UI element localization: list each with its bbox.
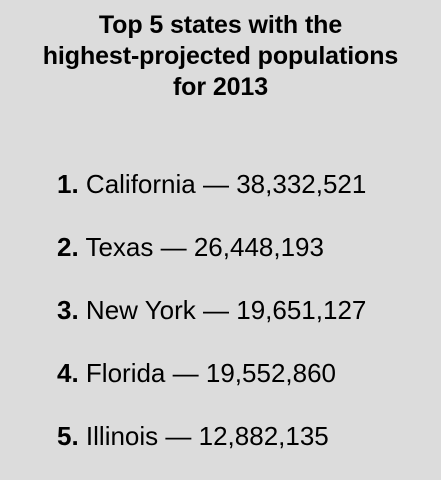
rank-number: 5. [57, 421, 79, 451]
rank-number: 4. [57, 358, 79, 388]
state-name: New York [85, 295, 196, 325]
title-line-3: for 2013 [172, 73, 269, 101]
separator-dash: — [165, 421, 192, 451]
population-value: 38,332,521 [236, 169, 367, 199]
title-line-1: Top 5 states with the [98, 11, 343, 39]
state-name: Florida [85, 358, 166, 388]
population-value: 26,448,193 [193, 232, 324, 262]
separator-dash: — [172, 358, 199, 388]
state-ranking-list: 1. California — 38,332,521 2. Texas — 26… [57, 165, 427, 480]
population-value: 19,651,127 [236, 295, 367, 325]
rank-number: 2. [57, 232, 79, 262]
separator-dash: — [202, 169, 229, 199]
list-item: 4. Florida — 19,552,860 [57, 354, 427, 417]
separator-dash: — [160, 232, 187, 262]
list-item: 2. Texas — 26,448,193 [57, 228, 427, 291]
population-value: 12,882,135 [198, 421, 329, 451]
state-name: Texas [85, 232, 154, 262]
state-name: Illinois [85, 421, 159, 451]
rank-number: 1. [57, 169, 79, 199]
title-line-2: highest-projected populations [42, 42, 399, 70]
list-item: 5. Illinois — 12,882,135 [57, 417, 427, 480]
population-value: 19,552,860 [205, 358, 337, 388]
card-title: Top 5 states with the highest-projected … [0, 10, 441, 103]
separator-dash: — [203, 295, 229, 325]
rank-number: 3. [57, 295, 79, 325]
list-item: 3. New York — 19,651,127 [57, 291, 427, 354]
list-item: 1. California — 38,332,521 [57, 165, 427, 228]
state-name: California [85, 169, 196, 199]
